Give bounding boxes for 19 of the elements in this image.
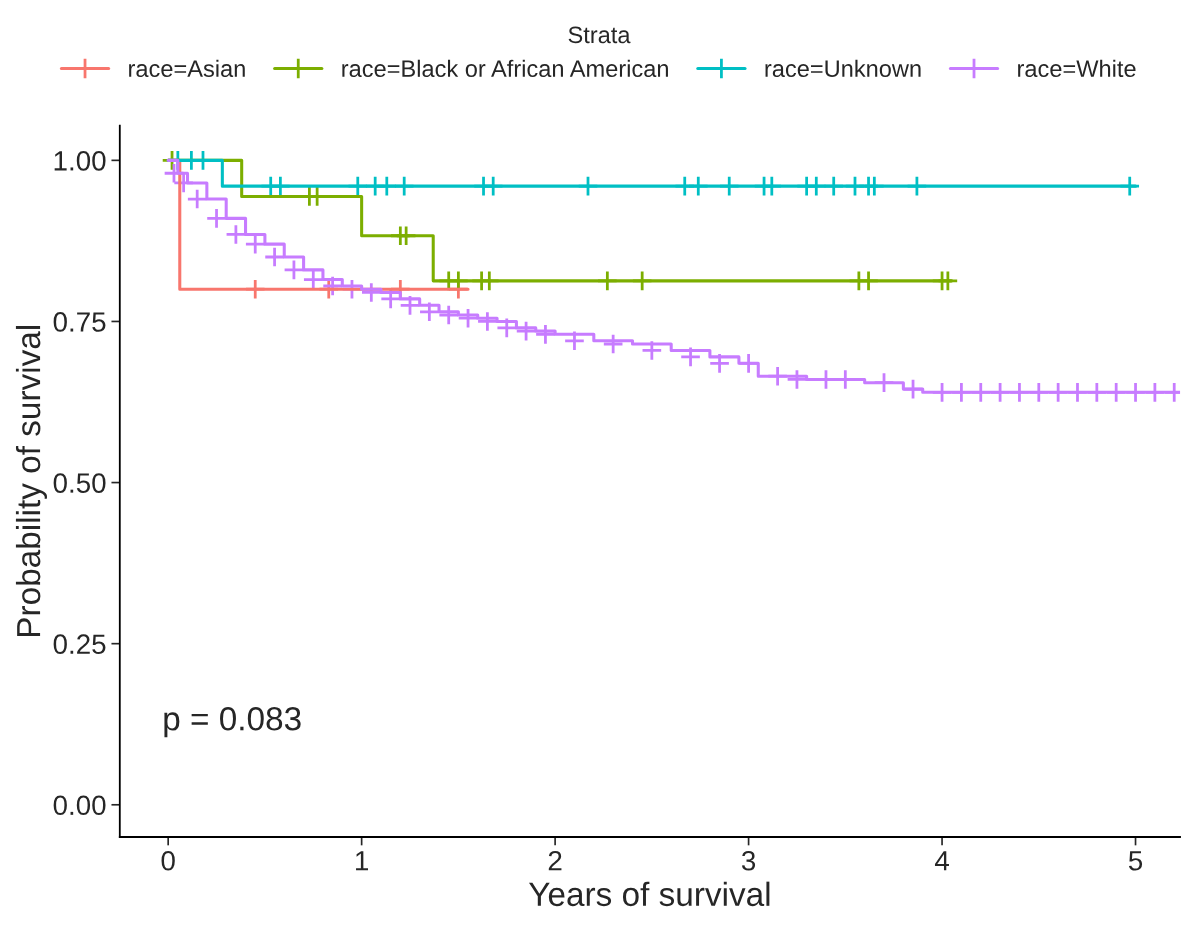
legend-title: Strata [568,26,631,44]
x-tick-label: 1 [356,851,369,871]
y-tick-label: 0.25 [53,634,106,655]
y-axis-title: Probability of survival [15,326,47,636]
legend-label: race=Black or African American [342,59,668,78]
x-tick-label: 5 [1128,851,1143,871]
x-tick-label: 3 [741,850,756,871]
y-tick-label: 0.00 [53,795,106,816]
x-axis-title: Years of survival [528,881,770,907]
legend-label: race=Asian [129,59,245,78]
x-tick-label: 2 [548,850,562,871]
legend-label: race=Unknown [765,59,921,78]
legend-label: race=White [1018,59,1136,78]
y-tick-label: 0.50 [53,473,106,493]
x-tick-label: 4 [934,851,949,871]
annotation: p = 0.083 [164,707,301,738]
y-tick-label: 1.00 [54,151,106,171]
x-tick-label: 0 [161,850,175,871]
y-tick-label: 0.75 [53,312,106,332]
